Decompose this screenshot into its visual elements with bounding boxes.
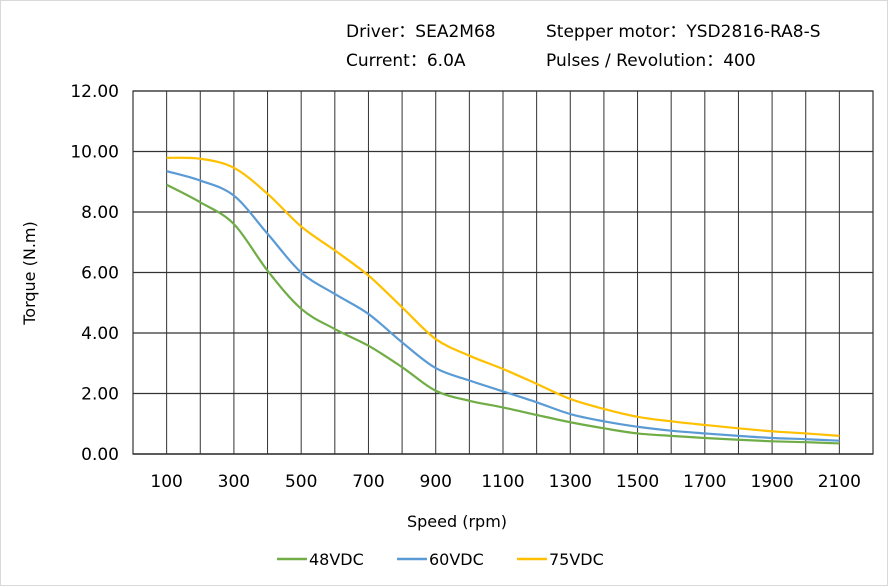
x-axis-label: Speed (rpm) [407, 512, 507, 531]
y-tick-label: 12.00 [70, 82, 119, 102]
series-line-48VDC [166, 183, 840, 445]
legend-label: 48VDC [309, 550, 364, 569]
plot-border [132, 90, 874, 455]
x-tick-label: 100 [150, 472, 182, 492]
x-tick-label: 300 [218, 472, 250, 492]
y-tick-label: 0.00 [81, 445, 119, 465]
series-line-60VDC [166, 170, 840, 442]
y-tick-label: 8.00 [81, 203, 119, 223]
x-tick-label: 1300 [549, 472, 592, 492]
y-tick-label: 4.00 [81, 324, 119, 344]
legend-label: 75VDC [549, 550, 604, 569]
driver-label: Driver：SEA2M68 [346, 22, 496, 42]
x-tick-label: 500 [285, 472, 317, 492]
y-tick-label: 2.00 [81, 385, 119, 405]
motor-label: Stepper motor：YSD2816-RA8-S [546, 22, 821, 42]
x-tick-label: 1500 [616, 472, 659, 492]
y-axis-label: Torque (N.m) [20, 221, 39, 326]
legend-label: 60VDC [429, 550, 484, 569]
x-tick-label: 1700 [683, 472, 726, 492]
x-tick-label: 700 [352, 472, 384, 492]
x-tick-label: 1100 [481, 472, 524, 492]
current-label: Current：6.0A [346, 51, 466, 71]
x-tick-label: 2100 [818, 472, 861, 492]
x-tick-label: 900 [420, 472, 452, 492]
y-tick-label: 10.00 [70, 143, 119, 163]
pulses-label: Pulses / Revolution：400 [546, 51, 756, 71]
x-tick-label: 1900 [750, 472, 793, 492]
series-line-75VDC [166, 156, 840, 437]
y-tick-label: 6.00 [81, 264, 119, 284]
